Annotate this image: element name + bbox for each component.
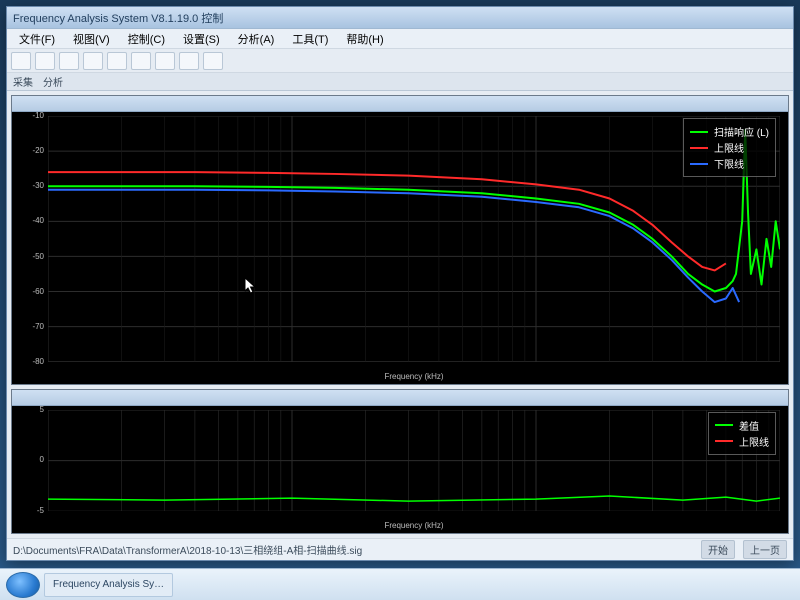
legend-item: 上限线: [715, 434, 769, 449]
desktop: Frequency Analysis System V8.1.19.0 控制 文…: [0, 0, 800, 600]
status-button[interactable]: 上一页: [743, 540, 787, 559]
menu-tools[interactable]: 工具(T): [284, 29, 336, 49]
ytick-label: -50: [32, 252, 44, 261]
legend: 差值上限线: [708, 412, 776, 455]
legend-item: 扫描响应 (L): [690, 124, 769, 139]
titlebar[interactable]: Frequency Analysis System V8.1.19.0 控制: [7, 7, 793, 29]
ytick-label: -20: [32, 146, 44, 155]
toolbar-button[interactable]: [59, 52, 79, 70]
ytick-label: -40: [32, 216, 44, 225]
legend-swatch: [715, 424, 733, 426]
toolbar-button[interactable]: [11, 52, 31, 70]
menu-analyze[interactable]: 分析(A): [230, 29, 283, 49]
tab-capture[interactable]: 采集: [13, 74, 33, 89]
toolbar-button[interactable]: [131, 52, 151, 70]
toolbar-button[interactable]: [83, 52, 103, 70]
legend-swatch: [715, 440, 733, 442]
legend-label: 下限线: [714, 156, 744, 171]
plot-area[interactable]: [48, 116, 780, 362]
chart-panel-title: [12, 390, 788, 406]
toolbar-button[interactable]: [203, 52, 223, 70]
window-title: Frequency Analysis System V8.1.19.0 控制: [13, 10, 223, 26]
taskbar-item[interactable]: Frequency Analysis Sy…: [44, 573, 173, 597]
app-window: Frequency Analysis System V8.1.19.0 控制 文…: [6, 6, 794, 561]
toolbar-button[interactable]: [35, 52, 55, 70]
ytick-label: -70: [32, 322, 44, 331]
chart-main: -80 -70 -60 -50 -40 -30 -20 -10 Frequency (kHz)…: [11, 95, 789, 385]
series-lower: [48, 190, 739, 302]
series-delta: [48, 496, 780, 501]
status-path: D:\Documents\FRA\Data\TransformerA\2018-…: [13, 542, 693, 557]
xaxis-label: Frequency (kHz): [48, 364, 780, 384]
ytick-label: -80: [32, 357, 44, 366]
menu-file[interactable]: 文件(F): [11, 29, 63, 49]
legend-label: 扫描响应 (L): [714, 124, 769, 139]
xaxis-label: Frequency (kHz): [48, 513, 780, 533]
legend-item: 下限线: [690, 156, 769, 171]
menubar: 文件(F) 视图(V) 控制(C) 设置(S) 分析(A) 工具(T) 帮助(H…: [7, 29, 793, 49]
legend-swatch: [690, 147, 708, 149]
menu-help[interactable]: 帮助(H): [338, 29, 391, 49]
ytick-label: 0: [40, 455, 44, 464]
legend-item: 上限线: [690, 140, 769, 155]
ytick-label: -5: [37, 506, 44, 515]
menu-settings[interactable]: 设置(S): [175, 29, 228, 49]
statusbar: D:\Documents\FRA\Data\TransformerA\2018-…: [7, 538, 793, 560]
taskbar: Frequency Analysis Sy…: [0, 568, 800, 600]
legend-item: 差值: [715, 418, 769, 433]
toolbar-button[interactable]: [155, 52, 175, 70]
ytick-label: 5: [40, 405, 44, 414]
series-response: [48, 130, 780, 291]
legend-label: 差值: [739, 418, 759, 433]
legend-label: 上限线: [739, 434, 769, 449]
toolbar: [7, 49, 793, 73]
start-button[interactable]: [6, 572, 40, 598]
legend-swatch: [690, 163, 708, 165]
ytick-label: -60: [32, 287, 44, 296]
status-button[interactable]: 开始: [701, 540, 735, 559]
menu-control[interactable]: 控制(C): [120, 29, 173, 49]
ytick-label: -10: [32, 111, 44, 120]
tabstrip: 采集 分析: [7, 73, 793, 91]
chart-panel-title: [12, 96, 788, 112]
legend-label: 上限线: [714, 140, 744, 155]
toolbar-button[interactable]: [107, 52, 127, 70]
ytick-label: -30: [32, 181, 44, 190]
legend-swatch: [690, 131, 708, 133]
plot-area[interactable]: [48, 410, 780, 511]
client-area: -80-70-60-50-40-30-20-10 Frequency (kHz)…: [7, 91, 793, 538]
menu-view[interactable]: 视图(V): [65, 29, 118, 49]
toolbar-button[interactable]: [179, 52, 199, 70]
yaxis: -80-70-60-50-40-30-20-10: [12, 116, 46, 362]
legend: 扫描响应 (L)上限线下限线: [683, 118, 776, 177]
chart-secondary: -505 Frequency (kHz) 差值上限线: [11, 389, 789, 534]
yaxis: -505: [12, 410, 46, 511]
tab-analyze[interactable]: 分析: [43, 74, 63, 89]
